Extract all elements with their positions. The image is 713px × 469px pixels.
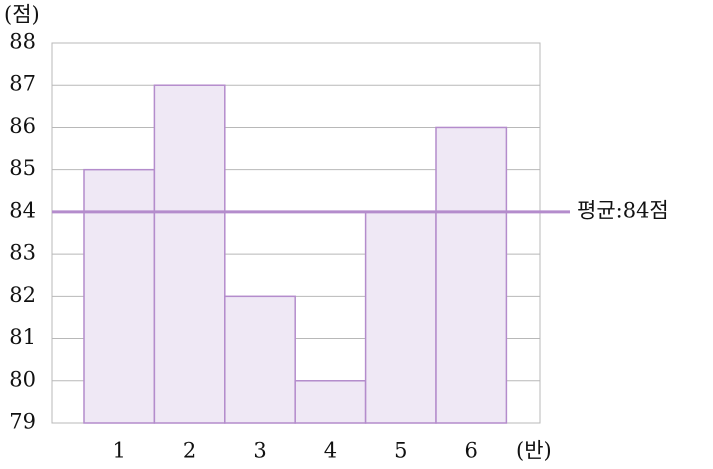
y-tick-label: 82 — [9, 283, 36, 307]
x-tick-label: 3 — [253, 439, 266, 463]
x-tick-label: 1 — [113, 439, 126, 463]
y-tick-label: 87 — [9, 72, 36, 96]
average-label: 평균:84점 — [577, 198, 669, 222]
x-axis-label: (반) — [516, 439, 552, 463]
y-tick-label: 81 — [9, 325, 36, 349]
x-tick-label: 4 — [324, 439, 337, 463]
y-axis-label: (점) — [4, 3, 40, 27]
y-tick-label: 80 — [9, 367, 36, 391]
x-tick-label: 2 — [183, 439, 196, 463]
bar — [83, 168, 156, 424]
y-tick-label: 84 — [9, 198, 36, 222]
x-tick-label: 6 — [465, 439, 478, 463]
x-tick-label: 5 — [394, 439, 407, 463]
y-tick-label: 83 — [9, 241, 36, 265]
y-tick-label: 79 — [9, 410, 36, 434]
bar — [435, 126, 508, 424]
bar — [294, 380, 367, 424]
bar — [153, 84, 226, 424]
y-tick-label: 88 — [9, 30, 36, 54]
y-tick-label: 86 — [9, 114, 36, 138]
bar — [224, 295, 296, 424]
y-tick-label: 85 — [9, 156, 36, 180]
bar — [364, 211, 437, 424]
